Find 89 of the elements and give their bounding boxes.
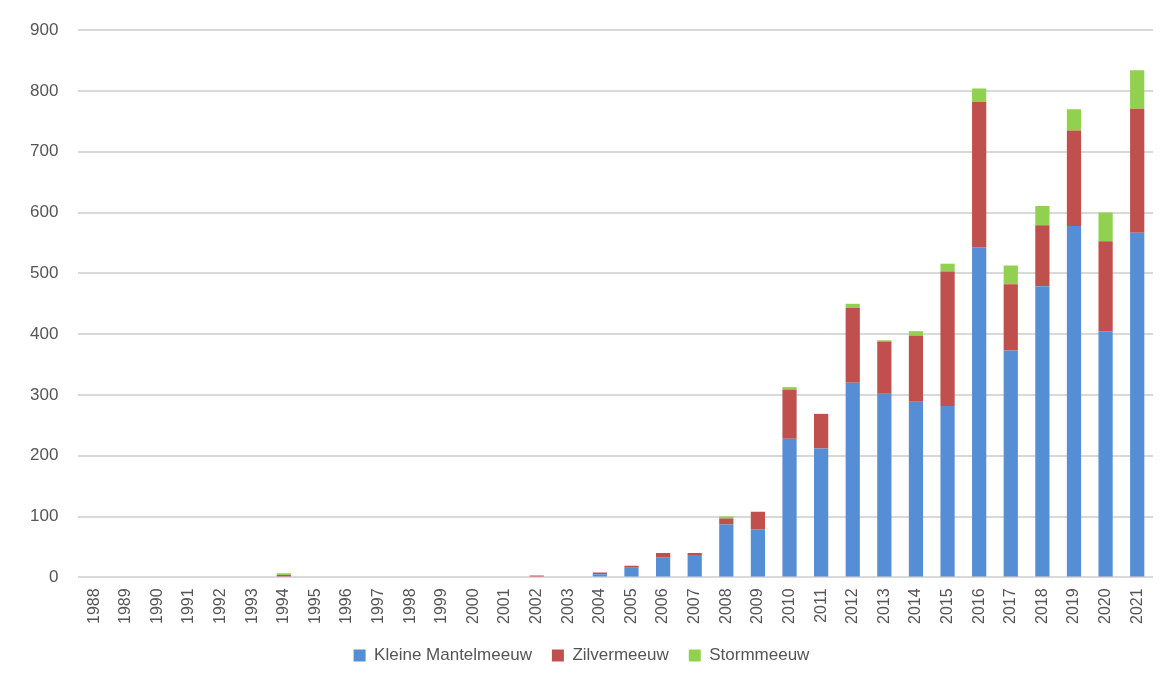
bar	[845, 308, 860, 383]
bar	[940, 405, 955, 577]
bar	[877, 341, 892, 394]
x-tick-label: 2019	[1064, 588, 1082, 624]
x-tick-label: 2015	[937, 588, 955, 624]
bar	[1003, 265, 1018, 285]
x-tick-label: 1995	[305, 588, 323, 624]
y-tick-label: 700	[29, 141, 59, 161]
y-tick-label: 500	[29, 263, 59, 283]
bar	[655, 553, 671, 558]
bar	[655, 557, 671, 577]
x-tick-label: 2014	[906, 588, 924, 624]
x-tick-label: 2008	[716, 588, 734, 624]
bar	[877, 393, 892, 577]
x-tick-label: 1994	[274, 588, 292, 624]
bar	[719, 518, 734, 525]
x-tick-label: 2020	[1096, 588, 1113, 624]
bar	[1066, 225, 1082, 577]
bar	[750, 511, 766, 530]
y-tick-label: 200	[29, 445, 59, 465]
x-tick-label: 1999	[432, 588, 450, 624]
bar	[1098, 212, 1113, 242]
bar	[1098, 241, 1113, 332]
x-tick-label: 1990	[147, 588, 165, 624]
y-tick-label: 0	[48, 567, 59, 587]
x-tick-label: 2000	[463, 588, 481, 624]
x-tick-label: 1991	[179, 588, 197, 624]
bar	[908, 331, 924, 336]
bar	[845, 382, 860, 577]
bar	[1035, 205, 1050, 226]
x-tick-label: 2007	[685, 588, 703, 624]
y-tick-label: 300	[29, 384, 59, 404]
bar	[940, 263, 955, 272]
bar	[814, 448, 829, 577]
bar	[782, 389, 797, 439]
x-tick-label: 2006	[653, 588, 671, 624]
x-tick-label: 2017	[1001, 588, 1019, 624]
y-tick-label: 400	[29, 323, 59, 343]
bar	[972, 247, 987, 577]
bar	[782, 387, 797, 390]
bar	[972, 88, 987, 102]
bar	[1003, 350, 1018, 577]
x-tick-label: 2018	[1032, 588, 1050, 624]
bar	[1003, 284, 1018, 351]
x-tick-label: 2016	[969, 588, 987, 624]
bar	[972, 101, 987, 248]
x-tick-label: 2010	[779, 588, 797, 624]
bar	[1066, 130, 1082, 226]
bar	[845, 303, 860, 309]
x-tick-label: 1993	[242, 588, 260, 624]
x-tick-label: 2003	[558, 588, 576, 624]
x-tick-label: 2012	[843, 588, 861, 624]
x-tick-label: 2013	[874, 588, 892, 624]
x-tick-label: 1996	[337, 588, 355, 624]
bar	[750, 529, 766, 577]
bar	[1130, 232, 1145, 577]
y-tick-label: 900	[29, 19, 59, 39]
bar	[1035, 286, 1050, 577]
y-tick-label: 600	[29, 202, 59, 222]
x-tick-label: 2004	[590, 588, 608, 624]
legend-label: Zilvermeeuw	[572, 645, 670, 665]
x-tick-label: 2001	[495, 588, 513, 624]
y-tick-label: 100	[29, 506, 59, 526]
bar	[1130, 108, 1145, 233]
bar	[1098, 331, 1113, 577]
x-tick-label: 1997	[369, 588, 387, 624]
bar	[908, 335, 924, 402]
x-tick-label: 2021	[1127, 588, 1145, 624]
bar	[687, 554, 702, 577]
x-tick-label: 2005	[621, 588, 639, 624]
bar	[1066, 109, 1082, 131]
x-tick-label: 1992	[211, 588, 228, 624]
bar	[940, 271, 955, 406]
legend-label: Stormmeeuw	[709, 645, 811, 665]
bar	[719, 524, 734, 577]
x-tick-label: 2011	[811, 588, 829, 623]
legend-label: Kleine Mantelmeeuw	[374, 645, 533, 665]
bar	[1130, 70, 1145, 109]
x-tick-label: 2009	[748, 588, 766, 624]
x-tick-label: 1988	[84, 588, 102, 624]
x-tick-label: 2002	[527, 588, 545, 624]
x-tick-label: 1998	[400, 588, 418, 624]
y-tick-label: 800	[29, 80, 59, 100]
x-tick-label: 1989	[116, 588, 134, 624]
bar	[1035, 225, 1050, 287]
bar	[624, 567, 639, 577]
bar	[908, 401, 924, 577]
bar	[782, 438, 797, 577]
bar	[814, 413, 829, 449]
